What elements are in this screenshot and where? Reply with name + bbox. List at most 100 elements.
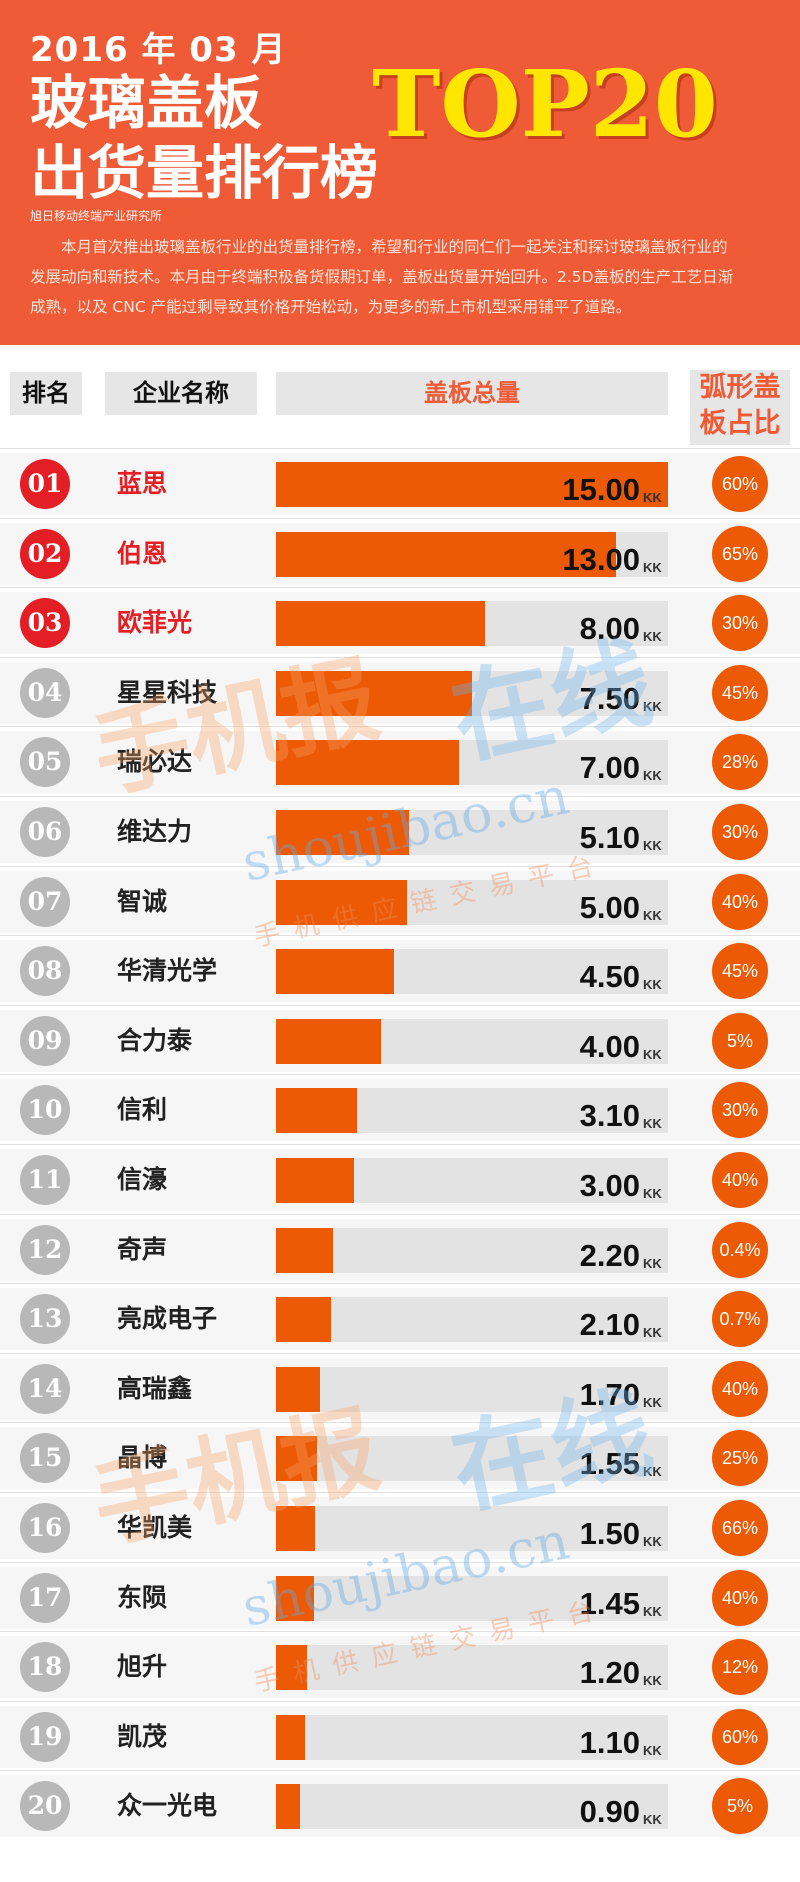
value-label: 4.50 — [579, 959, 640, 995]
value-label: 15.00 — [562, 472, 640, 507]
curved-ratio-badge: 30% — [712, 804, 768, 860]
header-banner: 2016 年 03 月 玻璃盖板 出货量排行榜 TOP20 旭日移动终端产业研究… — [0, 0, 800, 345]
row-separator — [0, 1352, 800, 1354]
bar — [276, 740, 459, 786]
unit-label: KK — [643, 1673, 662, 1689]
value-label: 1.45 — [579, 1585, 640, 1621]
curved-ratio-badge: 60% — [712, 1708, 768, 1765]
curved-ratio-badge: 30% — [712, 595, 768, 652]
bar-track — [276, 1436, 668, 1482]
unit-label: KK — [643, 1812, 662, 1828]
bar-track — [276, 1366, 668, 1412]
curved-ratio-badge: 5% — [712, 1012, 768, 1069]
company-name: 星星科技 — [117, 677, 218, 707]
rank-badge: 01 — [20, 459, 70, 509]
unit-label: KK — [643, 629, 662, 645]
bar-track — [276, 1575, 668, 1621]
company-name: 华凯美 — [117, 1513, 193, 1542]
rank-badge: 15 — [20, 1433, 70, 1484]
bar-track — [276, 1784, 668, 1830]
top20-badge: TOP20 — [372, 50, 718, 158]
title-line-2: 出货量排行榜 — [30, 139, 379, 207]
bar-track — [276, 1297, 668, 1343]
value-label: 8.00 — [579, 611, 640, 647]
rank-badge: 17 — [20, 1572, 70, 1623]
source-label: 旭日移动终端产业研究所 — [30, 209, 163, 223]
value-label: 1.50 — [579, 1516, 640, 1551]
curved-ratio-badge: 30% — [712, 1082, 768, 1139]
curved-ratio-badge: 66% — [712, 1500, 768, 1556]
curved-ratio-badge: 40% — [712, 1152, 768, 1208]
unit-label: KK — [643, 1464, 662, 1480]
value-label: 1.70 — [579, 1376, 640, 1412]
row-separator — [0, 1492, 800, 1493]
curved-ratio-badge: 40% — [712, 1569, 768, 1626]
column-header-total: 盖板总量 — [276, 372, 668, 415]
value-label: 5.10 — [579, 820, 640, 855]
unit-label: KK — [643, 838, 662, 853]
value-label: 1.10 — [579, 1724, 640, 1760]
bar — [276, 1575, 314, 1621]
report-date: 2016 年 03 月 — [30, 30, 287, 70]
title-line-1: 玻璃盖板 — [30, 69, 263, 137]
bar — [276, 879, 407, 925]
rank-badge: 14 — [20, 1363, 70, 1414]
bar — [276, 1158, 354, 1203]
rank-badge: 06 — [20, 807, 70, 857]
bar — [276, 1088, 357, 1134]
bar — [276, 1436, 317, 1482]
rank-badge: 11 — [20, 1155, 70, 1205]
curved-ratio-badge: 0.7% — [712, 1291, 768, 1348]
value-label: 2.10 — [579, 1307, 640, 1343]
value-label: 2.20 — [579, 1237, 640, 1273]
rank-badge: 02 — [20, 528, 70, 579]
row-separator — [0, 1213, 800, 1215]
unit-label: KK — [643, 1603, 662, 1619]
row-separator — [0, 1700, 800, 1702]
rank-badge: 10 — [20, 1085, 70, 1136]
row-separator — [0, 935, 800, 937]
unit-label: KK — [643, 1255, 662, 1271]
company-name: 东陨 — [117, 1582, 168, 1612]
company-name: 伯恩 — [117, 538, 168, 568]
bar-track — [276, 1645, 668, 1691]
company-name: 旭升 — [117, 1652, 168, 1682]
rank-badge: 20 — [20, 1781, 70, 1832]
row-separator — [0, 1144, 800, 1145]
bar-track — [276, 1506, 668, 1551]
bar — [276, 949, 394, 995]
company-name: 奇声 — [117, 1234, 168, 1264]
row-separator — [0, 656, 800, 658]
bar-track — [276, 1227, 668, 1273]
rank-badge: 04 — [20, 667, 70, 718]
company-name: 欧菲光 — [117, 608, 193, 638]
bar — [276, 810, 409, 855]
curved-ratio-badge: 45% — [712, 664, 768, 721]
unit-label: KK — [643, 559, 662, 575]
bar — [276, 1645, 307, 1691]
value-label: 13.00 — [562, 541, 640, 577]
company-name: 维达力 — [117, 817, 193, 846]
value-label: 5.00 — [579, 889, 640, 925]
curved-ratio-badge: 60% — [712, 456, 768, 512]
bar — [276, 601, 485, 647]
rank-badge: 03 — [20, 598, 70, 649]
rank-badge: 07 — [20, 876, 70, 927]
curved-ratio-badge: 45% — [712, 943, 768, 1000]
bar-track — [276, 1714, 668, 1760]
rank-badge: 05 — [20, 737, 70, 788]
rank-badge: 16 — [20, 1503, 70, 1553]
bar — [276, 1018, 381, 1064]
unit-label: KK — [643, 768, 662, 784]
row-separator — [0, 1631, 800, 1633]
curved-ratio-badge: 40% — [712, 873, 768, 930]
row-separator — [0, 1561, 800, 1563]
unit-label: KK — [643, 1534, 662, 1549]
curved-ratio-badge: 5% — [712, 1778, 768, 1835]
value-label: 7.50 — [579, 680, 640, 716]
unit-label: KK — [643, 698, 662, 714]
bar — [276, 1227, 333, 1273]
rank-badge: 09 — [20, 1015, 70, 1066]
unit-label: KK — [643, 490, 662, 505]
row-separator — [0, 726, 800, 728]
